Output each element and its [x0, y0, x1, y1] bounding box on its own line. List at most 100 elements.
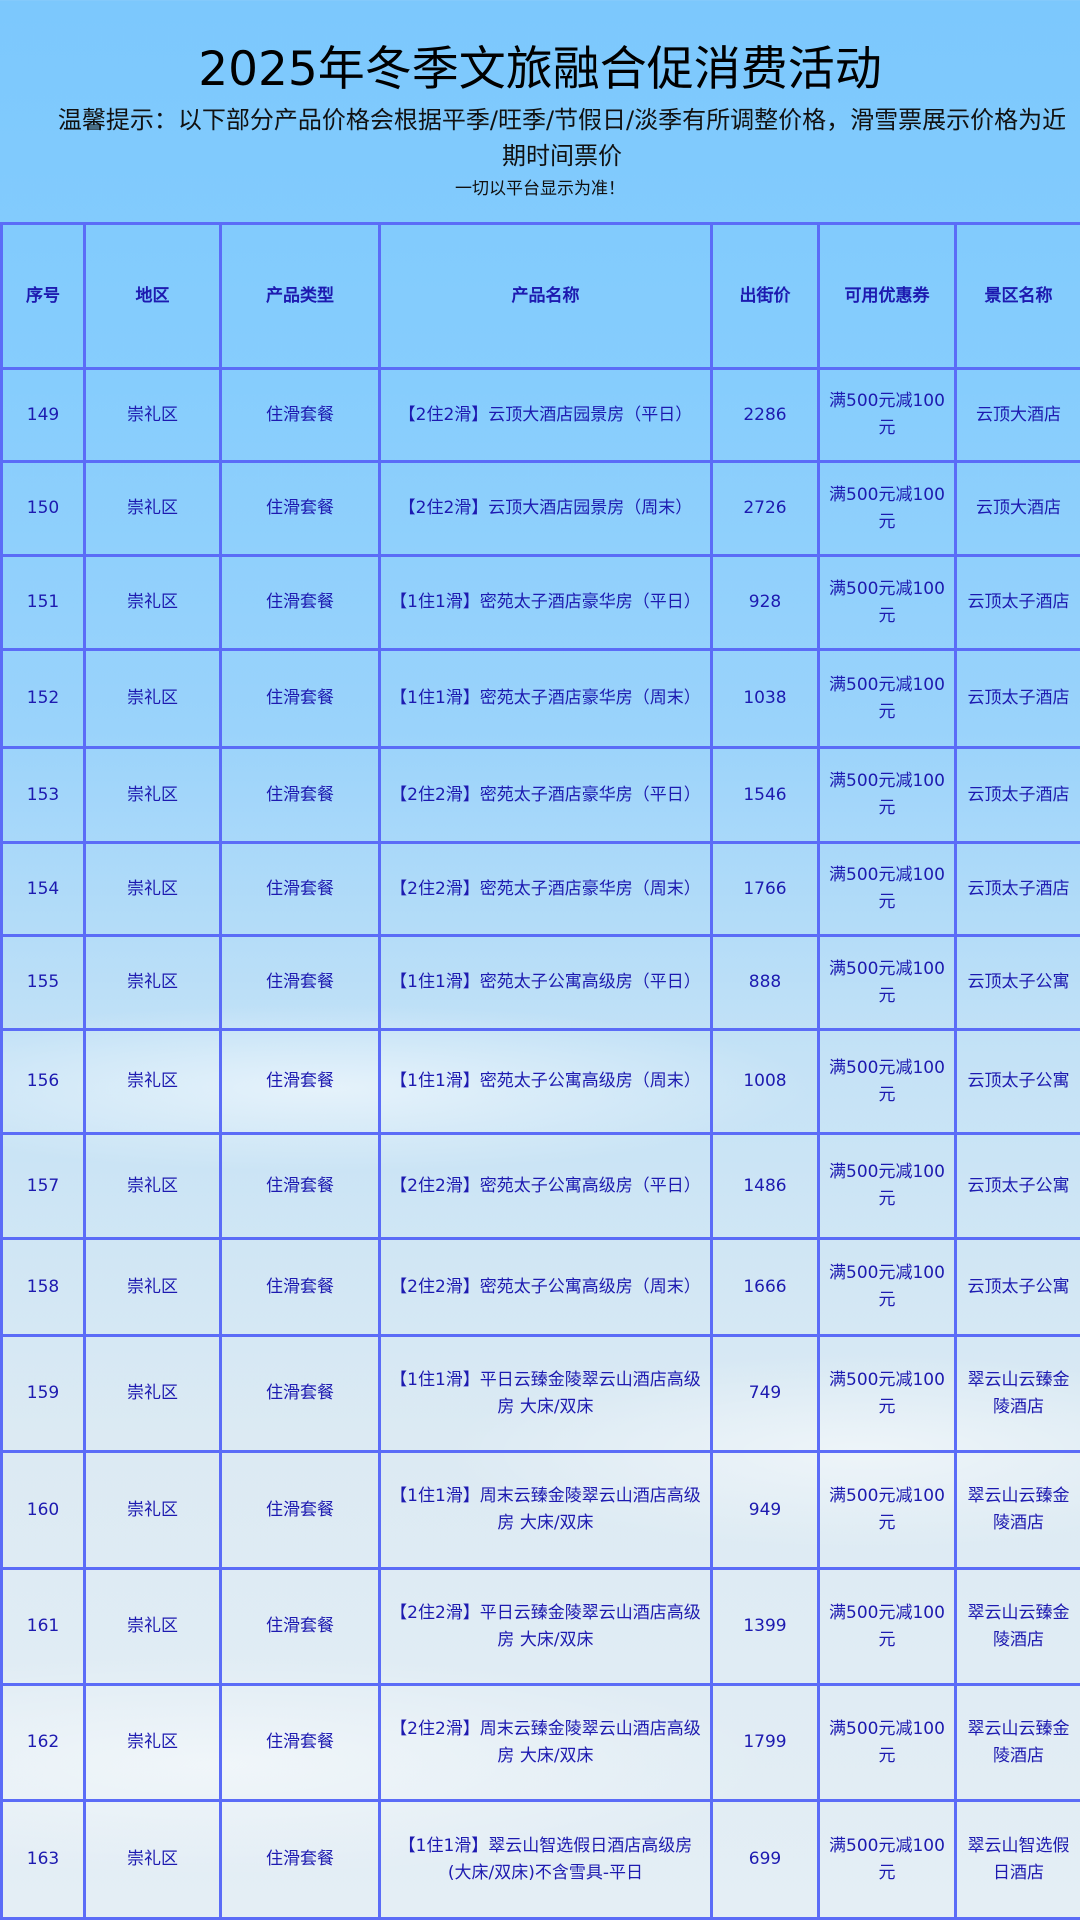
column-header-product-name: 产品名称 [378, 222, 713, 370]
cell-product-name: 【2住2滑】周末云臻金陵翠云山酒店高级房 大床/双床 [378, 1683, 713, 1802]
cell-scenic-name: 云顶太子酒店 [954, 648, 1080, 749]
cell-type: 住滑套餐 [219, 1799, 381, 1920]
table-row: 154 崇礼区 住滑套餐 【2住2滑】密苑太子酒店豪华房（周末） 1766 满500元减1… [0, 841, 1080, 937]
table-header-row: 序号 地区 产品类型 产品名称 出街价 可用优惠券 景区名称 [0, 222, 1080, 370]
column-header-scenic-name: 景区名称 [954, 222, 1080, 370]
cell-product-name: 【1住1滑】翠云山智选假日酒店高级房(大床/双床)不含雪具-平日 [378, 1799, 713, 1920]
page-title: 2025年冬季文旅融合促消费活动 [198, 42, 882, 97]
cell-scenic-name: 云顶大酒店 [954, 460, 1080, 557]
cell-type: 住滑套餐 [219, 648, 381, 749]
page-header: 2025年冬季文旅融合促消费活动 温馨提示：以下部分产品价格会根据平季/旺季/节… [0, 0, 1080, 223]
cell-seq: 155 [0, 934, 86, 1031]
cell-seq: 156 [0, 1028, 86, 1135]
cell-region: 崇礼区 [83, 1799, 222, 1920]
cell-product-name: 【1住1滑】平日云臻金陵翠云山酒店高级房 大床/双床 [378, 1334, 713, 1453]
cell-coupon: 满500元减100元 [817, 841, 957, 937]
cell-seq: 157 [0, 1132, 86, 1240]
table-row: 156 崇礼区 住滑套餐 【1住1滑】密苑太子公寓高级房（周末） 1008 满500元减1… [0, 1028, 1080, 1135]
cell-price: 1666 [710, 1237, 820, 1337]
table-row: 161 崇礼区 住滑套餐 【2住2滑】平日云臻金陵翠云山酒店高级房 大床/双床 1399… [0, 1567, 1080, 1686]
table-row: 150 崇礼区 住滑套餐 【2住2滑】云顶大酒店园景房（周末） 2726 满500元减10… [0, 460, 1080, 557]
cell-product-name: 【2住2滑】平日云臻金陵翠云山酒店高级房 大床/双床 [378, 1567, 713, 1686]
cell-scenic-name: 云顶太子公寓 [954, 1132, 1080, 1240]
cell-product-name: 【2住2滑】密苑太子酒店豪华房（平日） [378, 746, 713, 844]
cell-type: 住滑套餐 [219, 841, 381, 937]
cell-scenic-name: 翠云山云臻金陵酒店 [954, 1567, 1080, 1686]
cell-seq: 152 [0, 648, 86, 749]
cell-price: 1399 [710, 1567, 820, 1686]
cell-seq: 160 [0, 1450, 86, 1570]
cell-price: 699 [710, 1799, 820, 1920]
cell-price: 2286 [710, 367, 820, 463]
cell-price: 1486 [710, 1132, 820, 1240]
cell-region: 崇礼区 [83, 648, 222, 749]
cell-seq: 161 [0, 1567, 86, 1686]
cell-type: 住滑套餐 [219, 1028, 381, 1135]
cell-scenic-name: 翠云山智选假日酒店 [954, 1799, 1080, 1920]
cell-coupon: 满500元减100元 [817, 554, 957, 651]
platform-note: 一切以平台显示为准！ [455, 179, 625, 199]
cell-region: 崇礼区 [83, 554, 222, 651]
cell-product-name: 【1住1滑】密苑太子酒店豪华房（平日） [378, 554, 713, 651]
cell-product-name: 【2住2滑】云顶大酒店园景房（平日） [378, 367, 713, 463]
table-row: 149 崇礼区 住滑套餐 【2住2滑】云顶大酒店园景房（平日） 2286 满500元减10… [0, 367, 1080, 463]
cell-price: 1799 [710, 1683, 820, 1802]
cell-type: 住滑套餐 [219, 934, 381, 1031]
cell-region: 崇礼区 [83, 1683, 222, 1802]
cell-product-name: 【2住2滑】云顶大酒店园景房（周末） [378, 460, 713, 557]
cell-seq: 154 [0, 841, 86, 937]
cell-price: 949 [710, 1450, 820, 1570]
cell-product-name: 【1住1滑】周末云臻金陵翠云山酒店高级房 大床/双床 [378, 1450, 713, 1570]
cell-type: 住滑套餐 [219, 1334, 381, 1453]
table-row: 162 崇礼区 住滑套餐 【2住2滑】周末云臻金陵翠云山酒店高级房 大床/双床 1799… [0, 1683, 1080, 1802]
cell-coupon: 满500元减100元 [817, 1450, 957, 1570]
cell-type: 住滑套餐 [219, 1132, 381, 1240]
cell-coupon: 满500元减100元 [817, 934, 957, 1031]
price-tip: 温馨提示：以下部分产品价格会根据平季/旺季/节假日/淡季有所调整价格，滑雪票展示… [57, 106, 1067, 170]
product-table: 序号 地区 产品类型 产品名称 出街价 可用优惠券 景区名称 149 崇礼区 住滑套餐 【2住2滑… [0, 222, 1080, 1920]
cell-seq: 163 [0, 1799, 86, 1920]
cell-scenic-name: 云顶太子酒店 [954, 746, 1080, 844]
cell-region: 崇礼区 [83, 1450, 222, 1570]
cell-scenic-name: 云顶大酒店 [954, 367, 1080, 463]
table-row: 157 崇礼区 住滑套餐 【2住2滑】密苑太子公寓高级房（平日） 1486 满500元减1… [0, 1132, 1080, 1240]
cell-region: 崇礼区 [83, 746, 222, 844]
cell-price: 888 [710, 934, 820, 1031]
cell-region: 崇礼区 [83, 1567, 222, 1686]
cell-type: 住滑套餐 [219, 1567, 381, 1686]
cell-type: 住滑套餐 [219, 1450, 381, 1570]
table-row: 158 崇礼区 住滑套餐 【2住2滑】密苑太子公寓高级房（周末） 1666 满500元减1… [0, 1237, 1080, 1337]
cell-scenic-name: 翠云山云臻金陵酒店 [954, 1334, 1080, 1453]
cell-seq: 162 [0, 1683, 86, 1802]
cell-product-name: 【2住2滑】密苑太子酒店豪华房（周末） [378, 841, 713, 937]
cell-price: 749 [710, 1334, 820, 1453]
cell-product-name: 【2住2滑】密苑太子公寓高级房（周末） [378, 1237, 713, 1337]
column-header-coupon: 可用优惠券 [817, 222, 957, 370]
cell-type: 住滑套餐 [219, 367, 381, 463]
cell-scenic-name: 云顶太子公寓 [954, 934, 1080, 1031]
cell-seq: 158 [0, 1237, 86, 1337]
cell-coupon: 满500元减100元 [817, 1334, 957, 1453]
cell-type: 住滑套餐 [219, 460, 381, 557]
cell-region: 崇礼区 [83, 367, 222, 463]
cell-price: 1766 [710, 841, 820, 937]
cell-seq: 149 [0, 367, 86, 463]
cell-product-name: 【1住1滑】密苑太子公寓高级房（周末） [378, 1028, 713, 1135]
cell-seq: 153 [0, 746, 86, 844]
cell-region: 崇礼区 [83, 1334, 222, 1453]
cell-seq: 150 [0, 460, 86, 557]
table-row: 152 崇礼区 住滑套餐 【1住1滑】密苑太子酒店豪华房（周末） 1038 满500元减1… [0, 648, 1080, 749]
cell-type: 住滑套餐 [219, 746, 381, 844]
cell-scenic-name: 云顶太子酒店 [954, 841, 1080, 937]
cell-scenic-name: 云顶太子公寓 [954, 1028, 1080, 1135]
cell-product-name: 【1住1滑】密苑太子酒店豪华房（周末） [378, 648, 713, 749]
column-header-region: 地区 [83, 222, 222, 370]
cell-coupon: 满500元减100元 [817, 648, 957, 749]
cell-type: 住滑套餐 [219, 1237, 381, 1337]
cell-coupon: 满500元减100元 [817, 1567, 957, 1686]
table-row: 155 崇礼区 住滑套餐 【1住1滑】密苑太子公寓高级房（平日） 888 满500元减10… [0, 934, 1080, 1031]
cell-coupon: 满500元减100元 [817, 1028, 957, 1135]
cell-price: 928 [710, 554, 820, 651]
cell-scenic-name: 云顶太子酒店 [954, 554, 1080, 651]
cell-price: 1546 [710, 746, 820, 844]
